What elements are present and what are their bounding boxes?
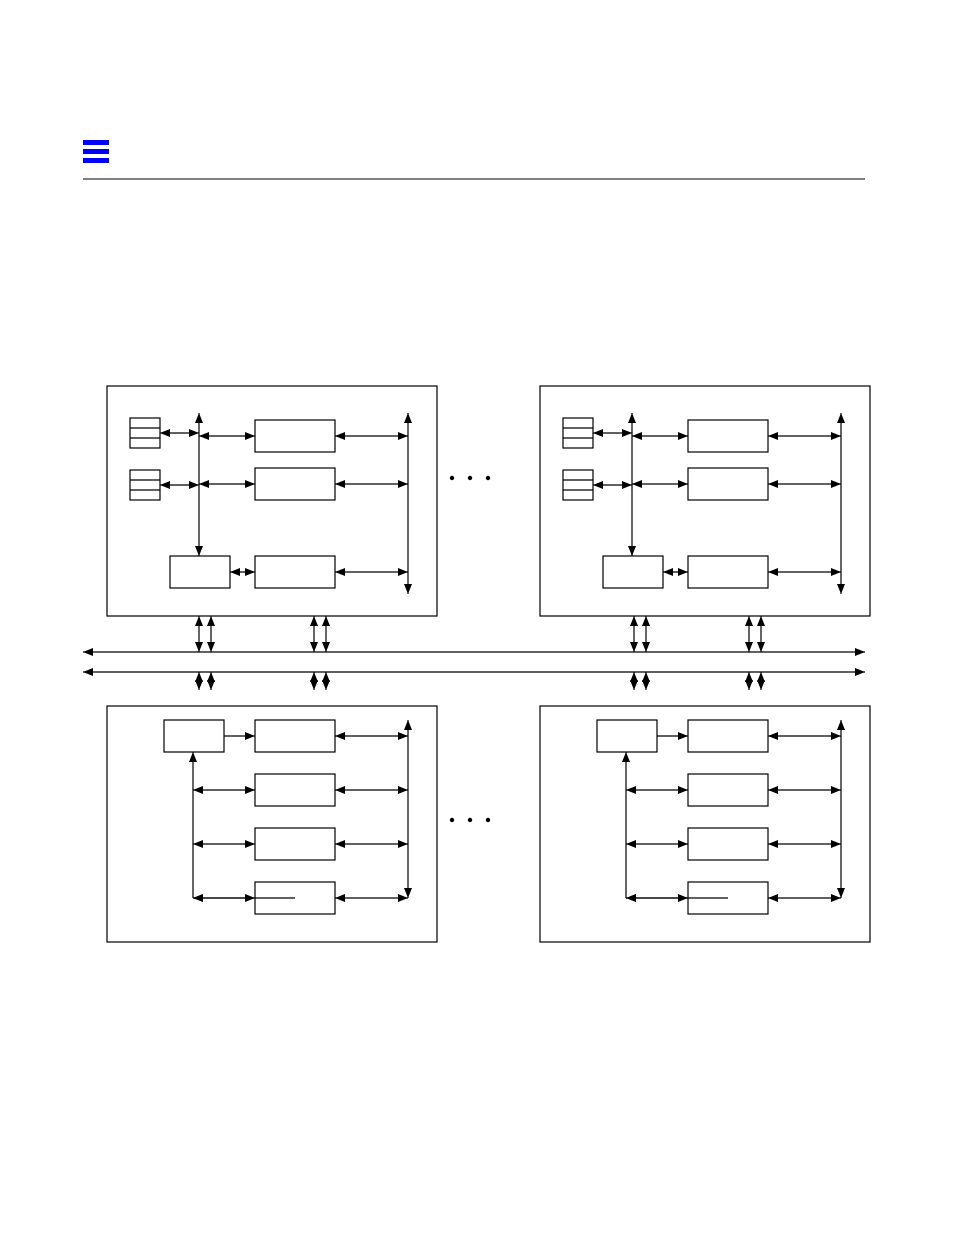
diagram-canvas xyxy=(0,0,954,1235)
